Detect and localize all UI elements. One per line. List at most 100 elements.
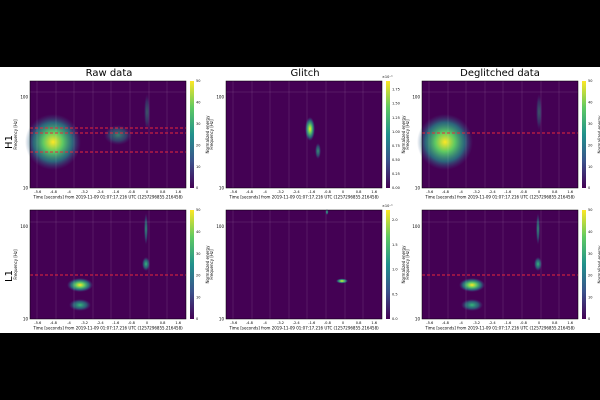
colorbar-tick-label: 40 (196, 101, 200, 105)
colorbar-label: Normalized energy (401, 115, 406, 154)
colorbar-tick-label: 20 (196, 143, 200, 147)
x-tick-label: -4 (263, 321, 267, 325)
colorbar-label: Normalized energy (205, 245, 210, 284)
x-tick-label: -2.4 (489, 321, 497, 325)
colorbar-tick-label: 1.0 (392, 268, 398, 272)
y-axis-label: Frequency [Hz] (405, 119, 410, 150)
colorbar-tick-label: 20 (588, 274, 592, 278)
y-tick-label: 10 (23, 186, 29, 191)
panel-l1-raw (29, 209, 194, 320)
x-tick-label: -1.6 (308, 190, 316, 194)
panel-l1-glitch (225, 209, 390, 320)
x-tick-label: -4.8 (50, 321, 58, 325)
y-axis-label: Frequency [Hz] (405, 249, 410, 280)
x-tick-label: -1.6 (308, 321, 316, 325)
colorbar-tick-label: 1.25 (392, 116, 400, 120)
x-tick-label: -2.4 (97, 321, 105, 325)
y-tick-label: 100 (216, 95, 224, 100)
grid-lines (226, 81, 382, 188)
figure: Raw data Glitch Deglitched data H1 L1 (0, 67, 600, 333)
column-title-deglitched: Deglitched data (460, 68, 540, 79)
x-tick-label: -3.2 (277, 321, 284, 325)
colorbar-exponent: ×10⁻¹ (382, 204, 393, 208)
x-tick-label: -0.8 (128, 190, 136, 194)
colorbar-tick-label: 1.75 (392, 88, 400, 92)
x-tick-label: -2.4 (293, 321, 301, 325)
y-tick-label: 10 (415, 186, 421, 191)
x-tick-label: -4.8 (246, 321, 254, 325)
x-tick-label: -0.8 (324, 190, 332, 194)
colorbar-tick-label: 0 (588, 186, 590, 190)
x-tick-label: 0 (342, 321, 345, 325)
x-tick-label: -2.4 (97, 190, 105, 194)
energy-blob (315, 143, 321, 159)
y-tick-label: 10 (23, 317, 29, 322)
x-tick-label: 0.8 (160, 190, 166, 194)
colorbar-tick-label: 10 (588, 165, 592, 169)
colorbar-tick-label: 40 (588, 101, 592, 105)
colorbar-tick-label: 0.25 (392, 172, 400, 176)
panel-h1-raw (25, 80, 194, 189)
colorbar-tick-label: 50 (588, 208, 592, 212)
y-tick-label: 10 (219, 317, 225, 322)
colorbar-tick-label: 0 (196, 186, 198, 190)
x-axis-label: Time [seconds] from 2019-11-09 01:07:17.… (424, 326, 575, 331)
energy-blob (534, 257, 542, 271)
y-tick-label: 100 (216, 224, 224, 229)
energy-blob (142, 257, 150, 271)
column-title-glitch: Glitch (290, 68, 319, 79)
x-tick-label: 1.6 (567, 321, 573, 325)
x-tick-label: -3.2 (81, 190, 88, 194)
x-tick-label: -1.6 (112, 190, 120, 194)
colorbar-tick-label: 40 (588, 230, 592, 234)
x-tick-label: -4.8 (442, 321, 450, 325)
x-tick-label: -5.6 (426, 321, 434, 325)
x-tick-label: -5.6 (34, 190, 42, 194)
x-tick-label: -5.6 (426, 190, 434, 194)
colorbar-tick-label: 30 (196, 122, 200, 126)
x-tick-label: 0 (146, 321, 149, 325)
x-tick-label: -0.8 (520, 321, 528, 325)
colorbar-tick-label: 1.50 (392, 102, 400, 106)
energy-blob (69, 299, 91, 311)
plot-area (226, 210, 382, 319)
colorbar-tick-label: 10 (196, 165, 200, 169)
row-label-l1: L1 (4, 270, 15, 282)
x-axis-label: Time [seconds] from 2019-11-09 01:07:17.… (32, 326, 183, 331)
x-tick-label: -3.2 (473, 190, 480, 194)
x-tick-label: -0.8 (520, 190, 528, 194)
colorbar-tick-label: 50 (588, 79, 592, 83)
x-axis-label: Time [seconds] from 2019-11-09 01:07:17.… (424, 195, 575, 200)
y-axis-label: Frequency [Hz] (209, 119, 214, 150)
energy-blob (104, 125, 132, 145)
x-tick-label: -4 (459, 321, 463, 325)
x-tick-label: -3.2 (277, 190, 284, 194)
x-tick-label: -5.6 (34, 321, 42, 325)
x-tick-label: 1.6 (175, 321, 181, 325)
x-tick-label: 1.6 (567, 190, 573, 194)
energy-blob (25, 114, 81, 170)
row-label-h1: H1 (4, 135, 15, 149)
panel-h1-deglitched (417, 80, 586, 189)
colorbar-tick-label: 20 (196, 274, 200, 278)
spectrogram-grid: Raw data Glitch Deglitched data H1 L1 (4, 68, 600, 331)
x-axis-label: Time [seconds] from 2019-11-09 01:07:17.… (32, 195, 183, 200)
x-tick-label: -1.6 (504, 321, 512, 325)
colorbar (386, 81, 390, 188)
colorbar-label: Normalized energy (597, 245, 600, 284)
x-tick-label: -5.6 (230, 190, 238, 194)
colorbar (386, 210, 390, 319)
x-tick-label: -0.8 (324, 321, 332, 325)
panel-l1-deglitched (421, 209, 586, 320)
colorbar-tick-label: 1.5 (392, 243, 398, 247)
colorbar (582, 81, 586, 188)
colorbar-tick-label: 50 (196, 79, 200, 83)
y-tick-label: 100 (412, 224, 420, 229)
x-tick-label: -4.8 (442, 190, 450, 194)
colorbar-tick-label: 2.0 (392, 218, 398, 222)
x-tick-label: 1.6 (175, 190, 181, 194)
colorbar-label: Normalized energy (205, 115, 210, 154)
panel-h1-glitch (225, 80, 390, 189)
x-tick-label: 0 (538, 321, 541, 325)
colorbar-label: Normalized energy (597, 115, 600, 154)
